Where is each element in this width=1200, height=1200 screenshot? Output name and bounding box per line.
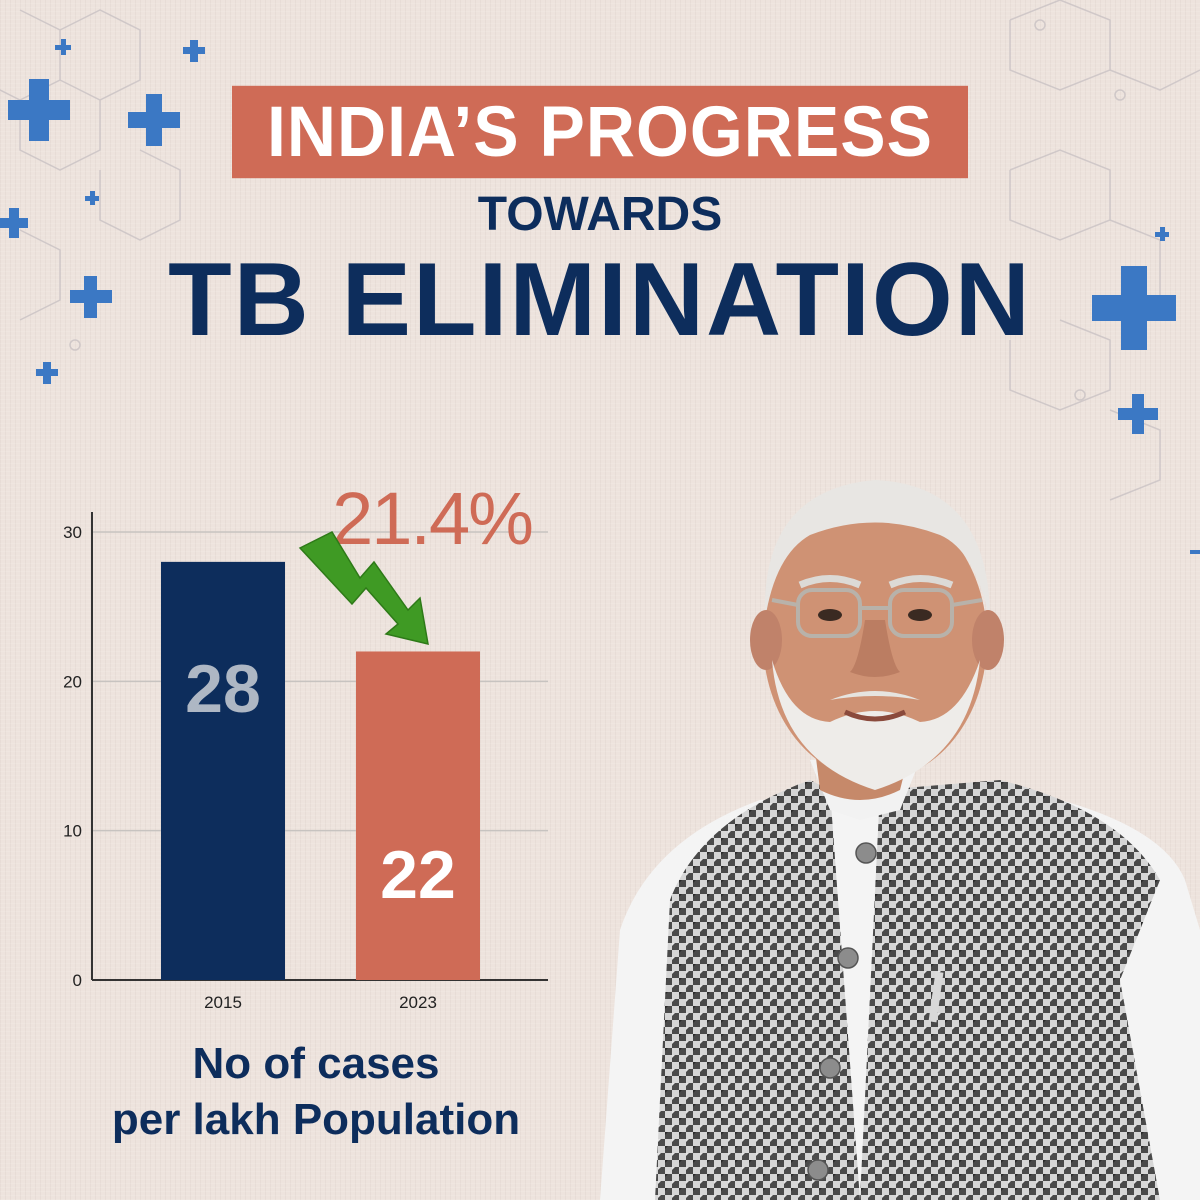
plus-icon	[1092, 266, 1176, 350]
bar-value-label: 22	[380, 837, 456, 913]
x-tick-label: 2015	[204, 993, 242, 1012]
plus-icon	[1118, 394, 1158, 434]
plus-icon	[70, 276, 112, 318]
caption-line-1: No of cases	[192, 1039, 440, 1088]
y-tick-label: 30	[63, 523, 82, 542]
beard	[772, 660, 980, 790]
vest	[655, 780, 860, 1200]
plus-icon	[36, 362, 58, 384]
bar-chart: 0 10 20 30 2015 28 2023 22 21.4%	[0, 460, 620, 1020]
glasses	[771, 588, 983, 638]
plus-icon	[55, 39, 71, 55]
plus-icon	[183, 40, 205, 62]
plus-icon	[0, 208, 28, 238]
bar-value-label: 28	[185, 651, 261, 727]
chart-caption: No of cases per lakh Population	[60, 1036, 572, 1148]
y-tick-label: 10	[63, 822, 82, 841]
plus-icon	[128, 94, 180, 146]
portrait-photo	[600, 480, 1200, 1200]
down-arrow-icon	[298, 531, 429, 645]
title-subline: TOWARDS	[477, 188, 723, 241]
bar	[356, 651, 480, 980]
chart-canvas: 0 10 20 30 2015 28 2023 22 21.4%	[63, 477, 548, 1012]
title-block: INDIA’S PROGRESS TOWARDS TB ELIMINATION	[0, 0, 1200, 400]
y-tick-label: 0	[73, 971, 82, 990]
x-tick-label: 2023	[399, 993, 437, 1012]
hair	[764, 480, 990, 620]
title-banner: INDIA’S PROGRESS	[232, 85, 968, 179]
plus-icon	[1155, 227, 1169, 241]
plus-icon	[1190, 550, 1200, 554]
plus-icons	[0, 39, 1200, 554]
plus-icon	[8, 79, 70, 141]
vest-right	[860, 780, 1160, 1200]
page-title: TB ELIMINATION	[168, 242, 1032, 358]
plus-icon	[85, 191, 99, 205]
caption-line-2: per lakh Population	[111, 1095, 521, 1144]
bar	[161, 561, 285, 980]
y-tick-label: 20	[63, 672, 82, 691]
change-percent-label: 21.4%	[332, 477, 532, 560]
